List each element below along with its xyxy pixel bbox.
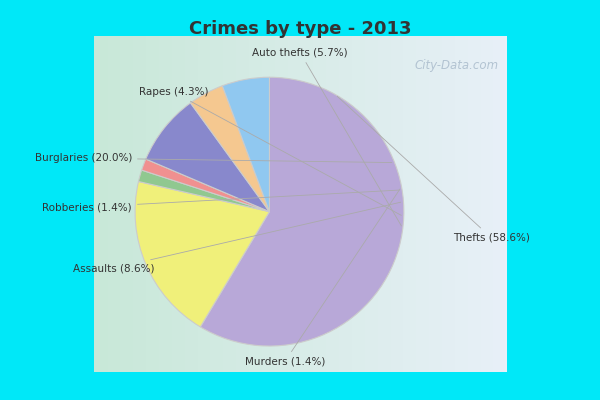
- Wedge shape: [200, 77, 404, 346]
- Text: Crimes by type - 2013: Crimes by type - 2013: [189, 20, 411, 38]
- Wedge shape: [190, 86, 269, 212]
- Text: Robberies (1.4%): Robberies (1.4%): [43, 190, 400, 212]
- Wedge shape: [139, 170, 269, 212]
- Wedge shape: [146, 103, 269, 212]
- Text: Auto thefts (5.7%): Auto thefts (5.7%): [252, 47, 401, 226]
- Text: Rapes (4.3%): Rapes (4.3%): [139, 87, 401, 215]
- Text: Assaults (8.6%): Assaults (8.6%): [73, 202, 401, 273]
- Text: City-Data.com: City-Data.com: [415, 59, 499, 72]
- Text: Thefts (58.6%): Thefts (58.6%): [337, 96, 530, 242]
- Wedge shape: [135, 182, 269, 327]
- Wedge shape: [223, 77, 269, 212]
- Text: Murders (1.4%): Murders (1.4%): [245, 189, 400, 367]
- Wedge shape: [142, 159, 269, 212]
- Text: Burglaries (20.0%): Burglaries (20.0%): [35, 153, 392, 163]
